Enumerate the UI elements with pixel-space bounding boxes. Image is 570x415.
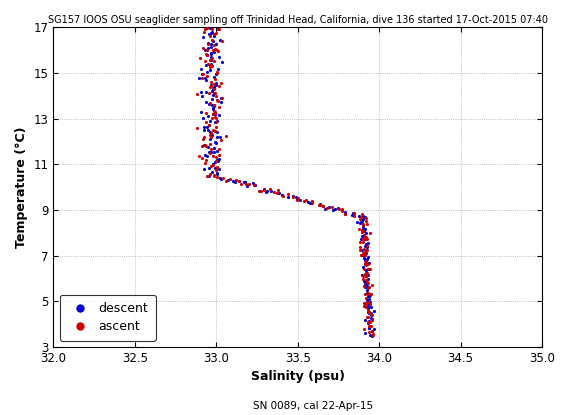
ascent	[203, 25, 210, 30]
ascent	[364, 279, 371, 284]
Line: ascent: ascent	[195, 26, 375, 337]
descent	[206, 25, 213, 30]
Legend: descent, ascent: descent, ascent	[60, 295, 156, 341]
descent	[366, 296, 373, 301]
ascent	[274, 191, 280, 196]
ascent	[370, 333, 377, 338]
descent	[279, 193, 286, 198]
descent	[206, 122, 213, 127]
descent	[368, 333, 375, 338]
ascent	[212, 119, 219, 124]
Text: SN 0089, cal 22-Apr-15: SN 0089, cal 22-Apr-15	[254, 401, 373, 411]
descent	[214, 27, 221, 32]
descent	[361, 285, 368, 290]
Y-axis label: Temperature (°C): Temperature (°C)	[15, 126, 28, 248]
ascent	[361, 300, 368, 305]
ascent	[365, 290, 372, 295]
Title: SG157 IOOS OSU seaglider sampling off Trinidad Head, California, dive 136 starte: SG157 IOOS OSU seaglider sampling off Tr…	[48, 15, 548, 25]
ascent	[209, 115, 215, 120]
descent	[366, 301, 373, 306]
X-axis label: Salinity (psu): Salinity (psu)	[251, 371, 345, 383]
Line: descent: descent	[197, 26, 376, 338]
descent	[200, 115, 206, 120]
